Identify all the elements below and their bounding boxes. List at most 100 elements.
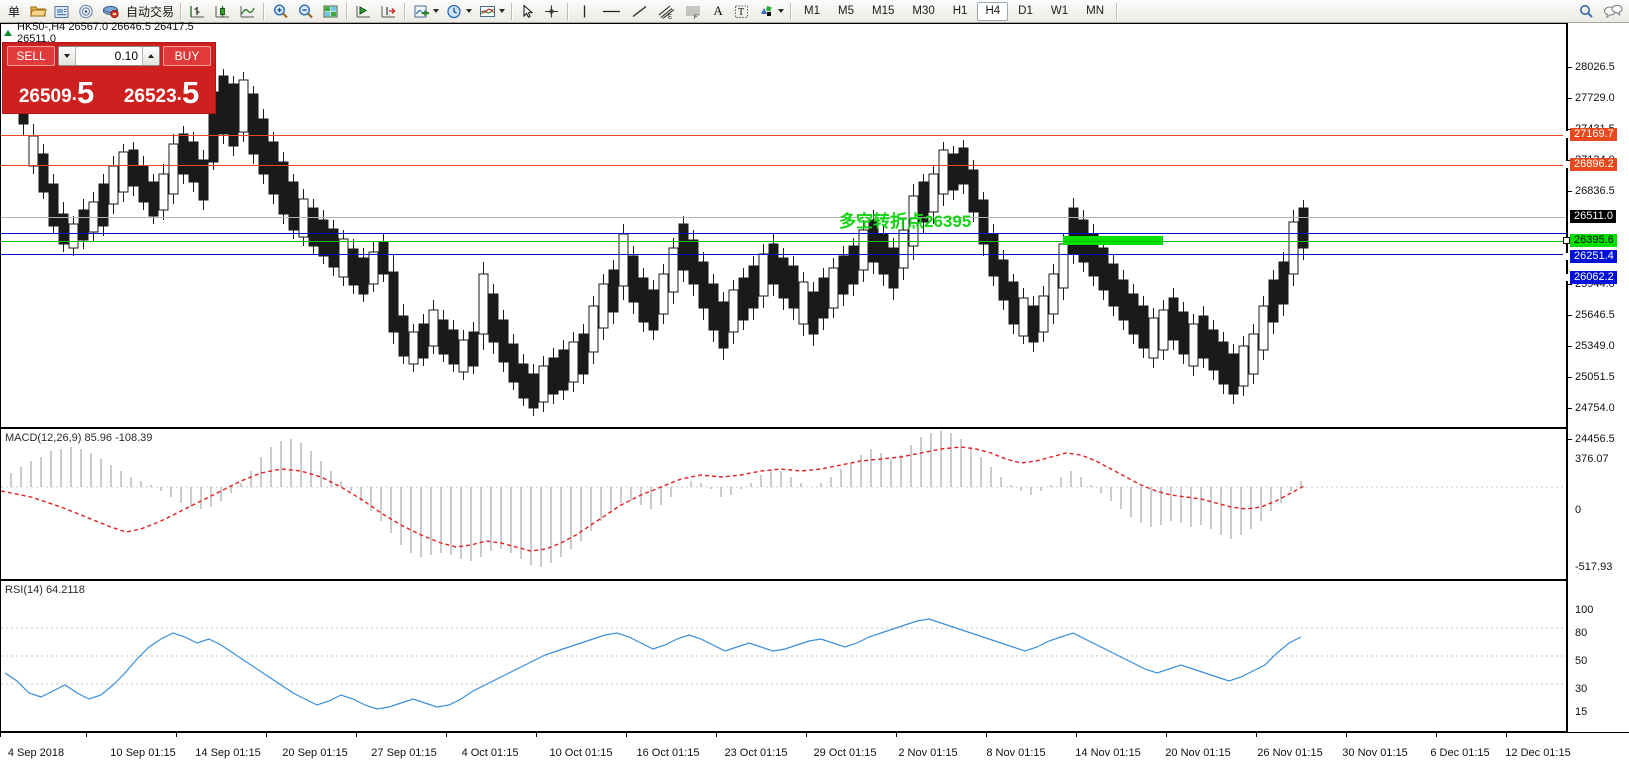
timeframe-h1[interactable]: H1 — [952, 5, 968, 17]
price-label-resistance-1[interactable]: 27169.7 — [1563, 128, 1617, 141]
cursor-button[interactable] — [516, 1, 539, 22]
rsi-tick-30: 30 — [1575, 683, 1588, 695]
tile-windows-button[interactable] — [318, 1, 343, 22]
zoom-in-button[interactable] — [268, 1, 293, 22]
add-indicator-icon — [414, 5, 429, 17]
price-tick: 25051.5 — [1575, 371, 1615, 383]
chart-area[interactable]: 多空转折点26395 MACD(12,26,9) 85.96 -108.39 R… — [0, 23, 1629, 766]
expert-advisors-button[interactable] — [98, 1, 123, 22]
templates-button[interactable] — [475, 1, 508, 22]
sell-button[interactable]: SELL — [7, 46, 55, 66]
rsi-label: RSI(14) 64.2118 — [5, 584, 85, 596]
timeframe-m5[interactable]: M5 — [838, 5, 854, 17]
timeframe-d1[interactable]: D1 — [1018, 5, 1033, 17]
toolbar-separator — [263, 2, 266, 20]
time-axis[interactable]: 4 Sep 2018 10 Sep 01:15 14 Sep 01:15 20 … — [0, 732, 1629, 766]
toolbar-separator — [180, 2, 183, 20]
macd-pane[interactable]: MACD(12,26,9) 85.96 -108.39 — [0, 428, 1567, 580]
price-label-support-1[interactable]: 26251.4 — [1563, 250, 1617, 263]
trade-controls-row: SELL 0.10 BUY — [3, 43, 215, 69]
time-tick: 16 Oct 01:15 — [636, 747, 700, 759]
shapes-icon — [761, 5, 772, 16]
support-line-lower-b[interactable] — [1, 254, 1566, 255]
time-tick: 10 Sep 01:15 — [110, 747, 176, 759]
chevron-down-icon[interactable] — [778, 9, 785, 13]
zoom-out-button[interactable] — [293, 1, 318, 22]
time-tick: 14 Sep 01:15 — [195, 747, 261, 759]
timeframe-w1[interactable]: W1 — [1050, 5, 1069, 17]
resistance-line-1[interactable] — [1, 135, 1566, 136]
volume-stepper[interactable]: 0.10 — [58, 46, 160, 66]
price-label-resistance-2[interactable]: 26896.2 — [1563, 158, 1617, 171]
horizontal-line-icon — [603, 10, 621, 12]
chart-shift-icon — [381, 5, 396, 17]
horizontal-line-button[interactable] — [597, 1, 626, 22]
rsi-pane[interactable]: RSI(14) 64.2118 — [0, 580, 1567, 732]
toolbar-separator — [404, 2, 407, 20]
auto-scroll-button[interactable] — [351, 1, 376, 22]
timeframe-mn[interactable]: MN — [1086, 5, 1104, 17]
add-indicator-button[interactable] — [409, 1, 442, 22]
pivot-annotation-label[interactable]: 多空转折点26395 — [839, 212, 972, 231]
new-order-label: 单 — [8, 4, 21, 19]
time-tick: 14 Nov 01:15 — [1075, 747, 1141, 759]
period-button[interactable] — [442, 1, 475, 22]
chevron-down-icon[interactable] — [466, 9, 473, 13]
volume-increase-button[interactable] — [142, 47, 159, 65]
svg-text:T: T — [738, 7, 744, 18]
trendline-button[interactable] — [626, 1, 653, 22]
equidistant-channel-button[interactable]: E — [653, 1, 680, 22]
pivot-line[interactable] — [1, 241, 1566, 242]
text-button[interactable]: A — [707, 1, 729, 22]
timeframe-m15[interactable]: M15 — [872, 5, 895, 17]
macd-tick-min: -517.93 — [1575, 561, 1613, 573]
price-pane[interactable]: 多空转折点26395 — [0, 23, 1567, 428]
expand-triangle-icon[interactable] — [4, 30, 12, 36]
candlestick-chart-button[interactable] — [210, 1, 235, 22]
rsi-tick-100: 100 — [1575, 604, 1594, 616]
bar-chart-button[interactable] — [185, 1, 210, 22]
time-tick: 23 Oct 01:15 — [724, 747, 788, 759]
chat-icon — [1604, 4, 1623, 18]
resistance-line-2[interactable] — [1, 165, 1566, 166]
data-folder-button[interactable] — [26, 1, 50, 22]
support-line-lower-a[interactable] — [1, 233, 1566, 234]
search-button[interactable] — [1574, 1, 1599, 22]
price-label-pivot[interactable]: 26395.6 — [1563, 234, 1617, 247]
price-candlesticks — [18, 54, 1309, 416]
volume-decrease-button[interactable] — [59, 47, 76, 65]
new-order-button[interactable]: 单 — [2, 1, 26, 22]
price-label-support-2[interactable]: 26062.2 — [1563, 271, 1617, 284]
one-click-trading-panel[interactable]: HK50-,H4 26567.0 26646.5 26417.5 26511.0… — [2, 21, 218, 114]
chevron-down-icon[interactable] — [499, 9, 506, 13]
bid-price-button[interactable]: 26509 . 5 — [5, 69, 108, 110]
autotrading-label[interactable]: 自动交易 — [126, 4, 175, 19]
search-icon — [1580, 4, 1593, 18]
line-chart-button[interactable] — [235, 1, 260, 22]
signal-icon — [79, 4, 93, 18]
last-price-line — [1, 217, 1566, 218]
timeframe-m1[interactable]: M1 — [804, 5, 821, 17]
volume-input[interactable]: 0.10 — [114, 49, 138, 63]
chart-shift-button[interactable] — [376, 1, 401, 22]
fibonacci-button[interactable]: F — [680, 1, 707, 22]
pivot-zone-box[interactable] — [1063, 236, 1163, 245]
vertical-line-button[interactable] — [572, 1, 597, 22]
trade-panel-body[interactable]: SELL 0.10 BUY 26509 . 5 26523 . 5 — [2, 42, 216, 114]
buy-button[interactable]: BUY — [163, 46, 211, 66]
time-tick: 4 Sep 2018 — [7, 747, 65, 759]
text-label-button[interactable]: T — [729, 1, 754, 22]
chat-button[interactable] — [1599, 1, 1627, 22]
shapes-button[interactable] — [754, 1, 787, 22]
price-scale[interactable]: 28026.5 27729.0 27431.5 27134.0 26836.5 … — [1563, 23, 1629, 732]
crosshair-button[interactable] — [539, 1, 564, 22]
signals-button[interactable] — [74, 1, 98, 22]
trendline-icon — [632, 5, 647, 17]
chevron-down-icon[interactable] — [433, 9, 440, 13]
timeframe-h4[interactable]: H4 — [977, 1, 1009, 21]
ask-price-button[interactable]: 26523 . 5 — [110, 69, 213, 110]
news-button[interactable] — [50, 1, 74, 22]
macd-label: MACD(12,26,9) 85.96 -108.39 — [5, 432, 153, 444]
price-tick: 25349.0 — [1575, 340, 1615, 352]
timeframe-m30[interactable]: M30 — [912, 5, 935, 17]
